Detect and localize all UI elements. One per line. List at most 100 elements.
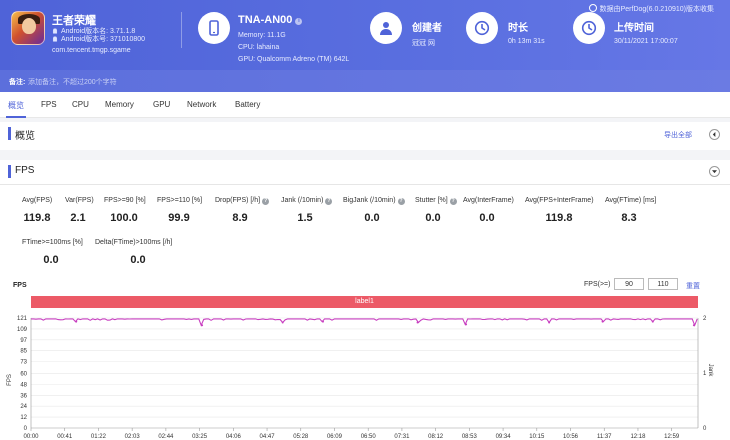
reset-link[interactable]: 重置 [686, 283, 700, 290]
creator-circle [370, 12, 402, 44]
y-tick-label: 73 [20, 360, 27, 366]
y-axis: 0 12 24 36 48 60 73 85 97 109 121 [17, 316, 28, 432]
tab-cpu[interactable]: CPU [72, 100, 89, 109]
help-icon[interactable]: ? [325, 198, 333, 205]
metric-label: Delta(FTime)>100ms [/h] [95, 239, 173, 246]
fps-dip-point [201, 324, 204, 327]
tab-overview[interactable]: 概览 [8, 101, 24, 110]
y-axis-label: FPS [7, 374, 13, 386]
android-version-code: Android版本号: 371010800 [52, 36, 145, 44]
chevron-down-icon [712, 170, 717, 174]
y-tick-label: 36 [20, 393, 27, 399]
fps-dip-point [281, 321, 284, 324]
report-header: 王者荣耀 Android版本名: 3.71.1.8 Android版本号: 37… [0, 0, 730, 92]
help-icon[interactable]: ? [262, 198, 270, 205]
fps-section-title: FPS [15, 165, 35, 176]
x-tick-label: 03:25 [192, 434, 208, 440]
metric-value: 0.0 [425, 212, 441, 224]
metric-label: FPS>=110 [%] [157, 197, 203, 204]
help-icon[interactable]: ? [397, 198, 405, 205]
metric-value: 99.9 [168, 212, 190, 224]
fps-filter-high-input[interactable] [648, 278, 678, 290]
chevron-left-icon [712, 132, 716, 137]
fps-dip-point [548, 321, 551, 324]
divider [0, 184, 730, 185]
x-tick-label: 02:03 [125, 434, 141, 440]
x-tick-label: 10:56 [563, 434, 579, 440]
tab-network[interactable]: Network [187, 100, 217, 109]
app-icon [11, 11, 45, 45]
device-name: TNA-AN00 i [238, 14, 303, 26]
gear-icon [588, 4, 597, 12]
x-tick-label: 10:15 [529, 434, 545, 440]
y2-tick-label: 2 [703, 316, 707, 322]
x-tick-label: 12:59 [664, 434, 680, 440]
fps-dip-point [75, 320, 78, 323]
note-label: 备注: [9, 79, 26, 86]
tab-gpu[interactable]: GPU [153, 100, 171, 109]
clock-icon [581, 20, 597, 36]
chart-grid [30, 317, 699, 429]
active-tab-indicator [6, 116, 26, 118]
metric-value: 8.3 [621, 212, 637, 224]
overview-section-header: 概览 导出全部 [0, 122, 730, 146]
help-icon[interactable]: ? [449, 198, 457, 205]
user-icon [380, 22, 392, 35]
export-all-link[interactable]: 导出全部 [664, 132, 692, 139]
y-tick-label: 97 [20, 338, 27, 344]
x-tick-label: 07:31 [394, 434, 410, 440]
fps-dip-point [465, 323, 468, 326]
metric-value: 0.0 [479, 212, 495, 224]
device-gpu: GPU: Qualcomm Adreno (TM) 642L [238, 56, 350, 63]
y-tick-label: 121 [17, 316, 28, 322]
tab-fps[interactable]: FPS [41, 100, 57, 109]
note-bar[interactable]: 备注: 添加备注，不超过200个字符 [0, 70, 730, 92]
metric-label: Stutter [%]? [415, 197, 457, 205]
upload-circle [573, 12, 605, 44]
clock-icon [474, 20, 490, 36]
x-tick-label: 06:09 [327, 434, 343, 440]
metric-value: 0.0 [43, 254, 59, 266]
upload-value: 30/11/2021 17:00:07 [614, 38, 678, 45]
metric-value: 2.1 [70, 212, 86, 224]
tab-battery[interactable]: Battery [235, 100, 261, 109]
metric-label: Drop(FPS) [/h]? [215, 197, 270, 205]
y-tick-label: 12 [20, 415, 27, 421]
y-tick-label: 85 [20, 349, 27, 355]
x-tick-label: 02:44 [158, 434, 174, 440]
metric-value: 119.8 [545, 212, 573, 224]
duration-circle [466, 12, 498, 44]
x-tick-label: 09:34 [496, 434, 512, 440]
metric-value: 0.0 [364, 212, 380, 224]
fps-dip-point [692, 324, 695, 327]
collapse-button[interactable] [709, 129, 720, 140]
y-tick-label: 0 [24, 426, 28, 432]
label-bar[interactable]: label1 [31, 296, 698, 308]
x-tick-label: 04:47 [260, 434, 276, 440]
x-tick-label: 05:28 [293, 434, 309, 440]
x-tick-label: 08:53 [462, 434, 478, 440]
device-memory: Memory: 11.1G [238, 32, 286, 39]
y-tick-label: 24 [20, 404, 27, 410]
section-marker [8, 127, 11, 140]
device-cpu: CPU: lahaina [238, 44, 280, 51]
metric-label: Avg(FPS) [22, 197, 53, 204]
info-icon[interactable]: i [295, 18, 303, 25]
fps-filter-label: FPS(>=) [584, 281, 611, 288]
x-tick-label: 00:41 [57, 434, 73, 440]
metric-label: Avg(FTime) [ms] [605, 197, 657, 204]
fps-section-header: FPS [0, 160, 730, 184]
metric-label: BigJank (/10min)? [343, 197, 405, 205]
x-tick-label: 00:00 [23, 434, 39, 440]
y2-tick-label: 0 [703, 426, 707, 432]
android-version-name: Android版本名: 3.71.1.8 [52, 28, 135, 36]
metric-label: FPS>=90 [%] [104, 197, 146, 204]
note-input[interactable]: 添加备注，不超过200个字符 [28, 79, 117, 86]
fps-filter-low-input[interactable] [614, 278, 644, 290]
y-tick-label: 48 [20, 382, 27, 388]
collapse-button[interactable] [709, 166, 720, 177]
section-marker [8, 165, 11, 178]
chart-title: FPS [13, 282, 27, 289]
tab-memory[interactable]: Memory [105, 100, 134, 109]
